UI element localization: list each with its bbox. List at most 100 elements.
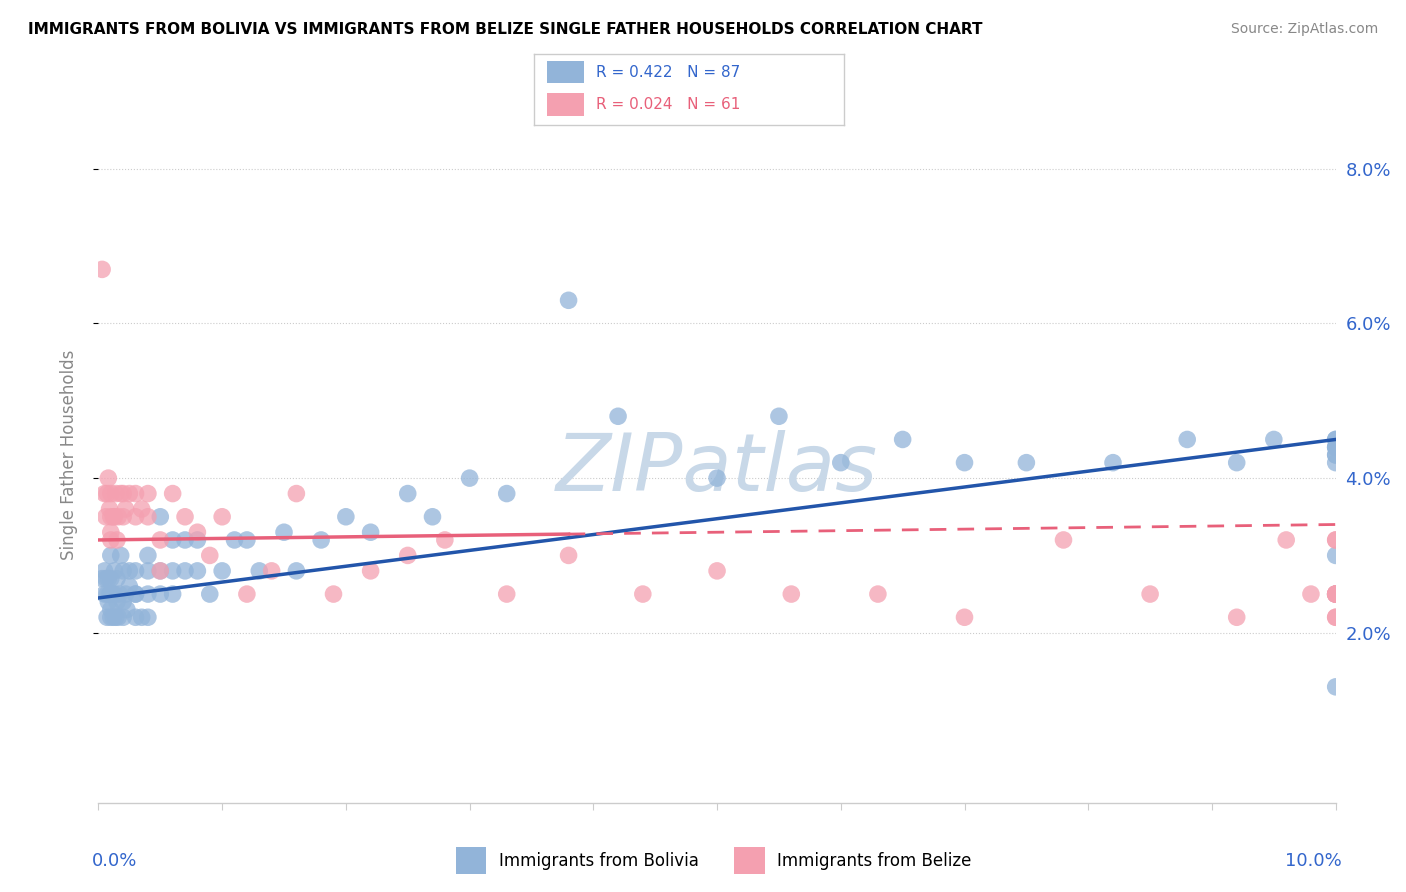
Point	[112, 486, 135, 500]
Point	[1015, 456, 1038, 470]
Point	[107, 610, 129, 624]
Point	[1226, 456, 1249, 470]
Point	[105, 595, 128, 609]
Point	[136, 486, 159, 500]
Point	[98, 502, 121, 516]
Point	[124, 564, 146, 578]
Point	[1324, 440, 1347, 454]
Text: ZIPatlas: ZIPatlas	[555, 430, 879, 508]
Point	[162, 564, 184, 578]
Point	[103, 564, 125, 578]
Point	[186, 533, 208, 547]
Point	[1324, 587, 1347, 601]
Text: R = 0.422   N = 87: R = 0.422 N = 87	[596, 64, 741, 79]
Point	[768, 409, 790, 424]
Point	[115, 602, 138, 616]
Point	[1324, 440, 1347, 454]
Point	[100, 525, 122, 540]
Point	[124, 587, 146, 601]
Point	[110, 549, 132, 563]
Point	[953, 610, 976, 624]
Point	[104, 486, 127, 500]
Point	[198, 587, 221, 601]
Point	[162, 533, 184, 547]
Point	[174, 509, 197, 524]
Point	[1324, 587, 1347, 601]
Point	[1324, 587, 1347, 601]
Point	[97, 595, 120, 609]
Text: Source: ZipAtlas.com: Source: ZipAtlas.com	[1230, 22, 1378, 37]
Point	[706, 564, 728, 578]
Point	[100, 509, 122, 524]
Point	[260, 564, 283, 578]
Point	[103, 587, 125, 601]
Point	[100, 486, 122, 500]
Point	[149, 509, 172, 524]
Point	[110, 486, 132, 500]
Point	[112, 509, 135, 524]
Point	[866, 587, 889, 601]
Bar	[456, 847, 486, 874]
Point	[1102, 456, 1125, 470]
Point	[107, 509, 129, 524]
Point	[1324, 456, 1347, 470]
Point	[1324, 448, 1347, 462]
Bar	[734, 847, 765, 874]
Point	[495, 587, 517, 601]
Point	[124, 486, 146, 500]
Point	[93, 486, 115, 500]
Point	[104, 610, 127, 624]
Point	[1226, 610, 1249, 624]
Text: 0.0%: 0.0%	[93, 852, 138, 870]
Point	[96, 610, 118, 624]
Point	[1175, 433, 1198, 447]
Point	[97, 471, 120, 485]
Point	[1324, 533, 1347, 547]
Point	[830, 456, 852, 470]
Point	[1324, 433, 1347, 447]
Point	[112, 610, 135, 624]
Bar	[547, 94, 583, 116]
Point	[100, 549, 122, 563]
Point	[1324, 440, 1347, 454]
Point	[162, 587, 184, 601]
Point	[149, 564, 172, 578]
Point	[631, 587, 654, 601]
Point	[706, 471, 728, 485]
Point	[495, 486, 517, 500]
Point	[1299, 587, 1322, 601]
Point	[360, 564, 382, 578]
Point	[103, 509, 125, 524]
Point	[273, 525, 295, 540]
Point	[103, 587, 125, 601]
Point	[309, 533, 332, 547]
Point	[236, 587, 259, 601]
Point	[124, 610, 146, 624]
Point	[1324, 680, 1347, 694]
Point	[360, 525, 382, 540]
Point	[96, 486, 118, 500]
Point	[94, 509, 117, 524]
Point	[1324, 533, 1347, 547]
Point	[136, 610, 159, 624]
Point	[211, 509, 233, 524]
Point	[285, 486, 308, 500]
Point	[94, 572, 117, 586]
Point	[285, 564, 308, 578]
Point	[236, 533, 259, 547]
Point	[124, 587, 146, 601]
Point	[396, 549, 419, 563]
Text: Immigrants from Bolivia: Immigrants from Bolivia	[499, 852, 699, 870]
Point	[91, 262, 114, 277]
Point	[105, 533, 128, 547]
Text: Immigrants from Belize: Immigrants from Belize	[778, 852, 972, 870]
Point	[1324, 587, 1347, 601]
Point	[93, 587, 115, 601]
Point	[105, 572, 128, 586]
Point	[112, 564, 135, 578]
Point	[1324, 448, 1347, 462]
Point	[433, 533, 456, 547]
Point	[149, 564, 172, 578]
Point	[335, 509, 357, 524]
Point	[1324, 587, 1347, 601]
